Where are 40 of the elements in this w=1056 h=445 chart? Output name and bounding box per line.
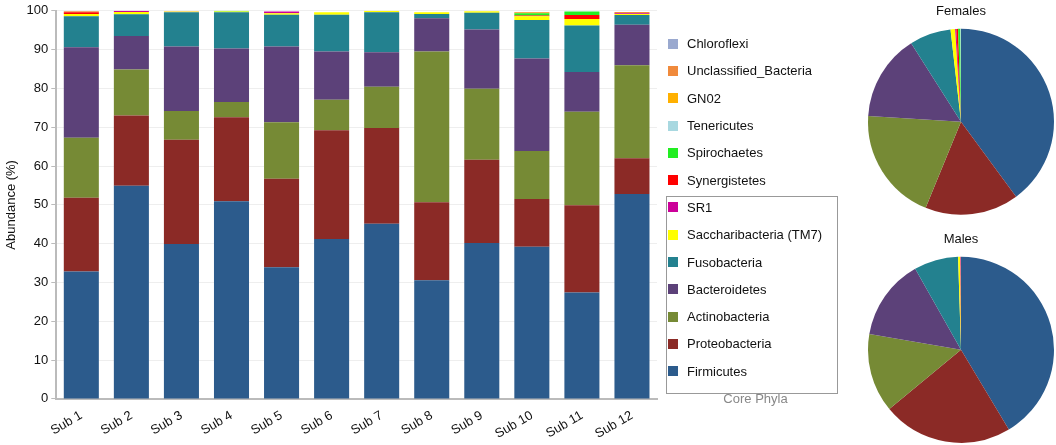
x-tick-label: Sub 1 [47,407,85,438]
x-tick-label: Sub 5 [247,407,285,438]
legend-label: Bacteroidetes [687,281,767,297]
x-tick-label: Sub 2 [97,407,135,438]
y-tick-label: 70 [33,118,49,134]
legend-label: Firmicutes [687,363,747,379]
legend-label: Fusobacteria [687,254,763,270]
x-tick-label: Sub 10 [492,407,536,441]
x-tick-label: Sub 12 [592,407,636,441]
legend-label: Chloroflexi [687,36,749,52]
y-tick-label: 10 [33,351,49,367]
x-tick-label: Sub 8 [398,407,436,438]
y-tick-label: 40 [33,235,49,251]
x-tick-label: Sub 9 [448,407,486,438]
legend-label: SR1 [687,199,713,215]
x-tick-label: Sub 7 [348,407,385,438]
y-tick-label: 0 [41,390,49,406]
legend-label: Actinobacteria [687,309,770,325]
legend-label: Tenericutes [687,118,754,134]
y-tick-label: 60 [33,157,49,173]
chart-title: Females [936,3,987,19]
legend-label: Proteobacteria [687,336,772,352]
y-axis-title: Abundance (%) [3,160,19,250]
x-tick-label: Sub 4 [197,407,235,438]
legend-label: Synergistetes [687,172,766,188]
y-tick-label: 20 [33,312,49,328]
x-tick-label: Sub 3 [147,407,185,438]
y-tick-label: 80 [33,80,49,95]
y-tick-label: 50 [33,196,49,212]
y-tick-label: 30 [33,274,49,290]
legend-label: Unclassified_Bacteria [687,63,813,79]
legend-label: GN02 [687,90,721,106]
x-tick-label: Sub 6 [298,407,335,438]
legend-title: Core Phyla [722,390,789,406]
legend-label: Spirochaetes [687,145,763,161]
chart-title: Males [943,231,979,247]
x-tick-label: Sub 11 [542,407,586,441]
y-tick-label: 90 [33,41,49,57]
y-tick-label: 100 [26,2,49,18]
legend-label: Saccharibacteria (TM7) [687,227,823,243]
